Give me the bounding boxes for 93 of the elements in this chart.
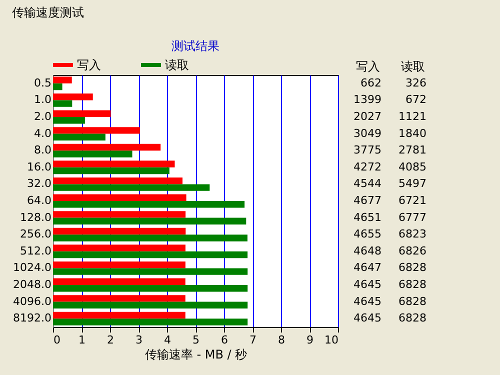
text: 3049: [354, 126, 382, 140]
text: 4645: [354, 278, 382, 291]
y-tick-label: 256.0: [20, 228, 52, 241]
x-tick-label: 0: [54, 334, 60, 346]
x-tick-label: 2: [107, 334, 114, 346]
text: 6777: [398, 210, 426, 224]
bar: [53, 93, 93, 100]
bar: [53, 218, 246, 225]
text: 4645: [354, 294, 382, 308]
x-tick-label: 7: [250, 334, 256, 346]
bar: [53, 278, 186, 285]
x-tick-label: 9: [306, 334, 314, 346]
y-tick-label: 8.0: [34, 144, 52, 157]
text: 6826: [398, 244, 426, 258]
bar: [53, 167, 170, 174]
y-tick-label: 128.0: [20, 210, 52, 224]
text: 2027: [354, 110, 382, 123]
y-tick-label: 1.0: [34, 93, 52, 106]
x-axis-title: 传输速率 - MB / 秒: [144, 348, 248, 362]
bar: [53, 228, 186, 235]
y-tick-label: 2.0: [34, 110, 52, 123]
y-tick-label: 4.0: [34, 126, 52, 140]
bar: [53, 150, 132, 158]
bar: [53, 211, 186, 218]
bar: [53, 177, 183, 184]
y-tick-label: 4096.0: [13, 294, 52, 308]
bar: [53, 244, 186, 252]
y-tick-label: 64.0: [27, 194, 52, 207]
chart-title: 传输速度测试: [12, 6, 84, 20]
bar: [53, 83, 62, 90]
text: 4272: [354, 160, 382, 174]
bar: [53, 302, 248, 309]
text: 4648: [354, 244, 382, 258]
y-tick-label: 512.0: [20, 244, 52, 258]
text: 1121: [398, 110, 426, 123]
bar: [53, 318, 248, 326]
text: 1399: [354, 93, 382, 106]
bar: [53, 184, 210, 191]
text: 4647: [354, 261, 382, 274]
y-tick-label: 8192.0: [13, 312, 52, 325]
text: 1840: [398, 126, 426, 140]
text: 326: [406, 76, 426, 90]
text: 读取: [401, 60, 425, 74]
y-tick-label: 0.5: [34, 76, 52, 90]
text: 6828: [398, 278, 426, 291]
x-tick-label: 3: [136, 334, 142, 346]
text: 写入: [356, 60, 380, 74]
bar: [53, 234, 248, 242]
text: 4544: [354, 177, 382, 190]
text: 2781: [398, 144, 426, 157]
bar: [53, 312, 186, 319]
text: 5497: [398, 177, 426, 190]
bar: [53, 144, 161, 151]
y-tick-label: 2048.0: [13, 278, 52, 291]
bar: [53, 100, 72, 107]
bar: [53, 117, 85, 124]
legend-label: 读取: [165, 58, 189, 72]
bar: [53, 268, 248, 275]
bar: [53, 76, 72, 84]
text: 4645: [354, 312, 382, 325]
x-tick-label: 6: [221, 334, 228, 346]
x-tick-label: 5: [192, 334, 200, 346]
bar: [53, 160, 175, 168]
bar: [53, 295, 186, 302]
text: 3775: [354, 144, 382, 157]
bar: [53, 285, 248, 292]
bar: [53, 110, 111, 117]
bar: [53, 201, 245, 208]
text: 672: [406, 93, 426, 106]
x-tick-label: 8: [278, 334, 285, 346]
x-tick-label: 4: [164, 334, 171, 346]
legend-label: 写入: [77, 58, 101, 72]
y-tick-label: 16.0: [27, 160, 52, 174]
text: 6828: [398, 312, 426, 325]
text: 6828: [398, 294, 426, 308]
text: 6828: [398, 261, 426, 274]
x-tick-label: 1: [78, 334, 86, 346]
text: 4651: [354, 210, 382, 224]
y-tick-label: 32.0: [27, 177, 52, 190]
text: 4655: [354, 228, 382, 241]
bar: [53, 261, 186, 268]
text: 662: [360, 76, 382, 90]
chart-subtitle: 测试结果: [172, 39, 220, 53]
text: 4085: [398, 160, 426, 174]
text: 6823: [398, 228, 426, 241]
bar: [53, 194, 186, 201]
x-tick-label: 10: [324, 334, 338, 346]
bar: [53, 251, 248, 258]
y-tick-label: 1024.0: [13, 261, 52, 274]
text: 4677: [354, 194, 382, 207]
bar: [53, 127, 140, 134]
bar: [53, 134, 106, 141]
text: 6721: [398, 194, 426, 207]
